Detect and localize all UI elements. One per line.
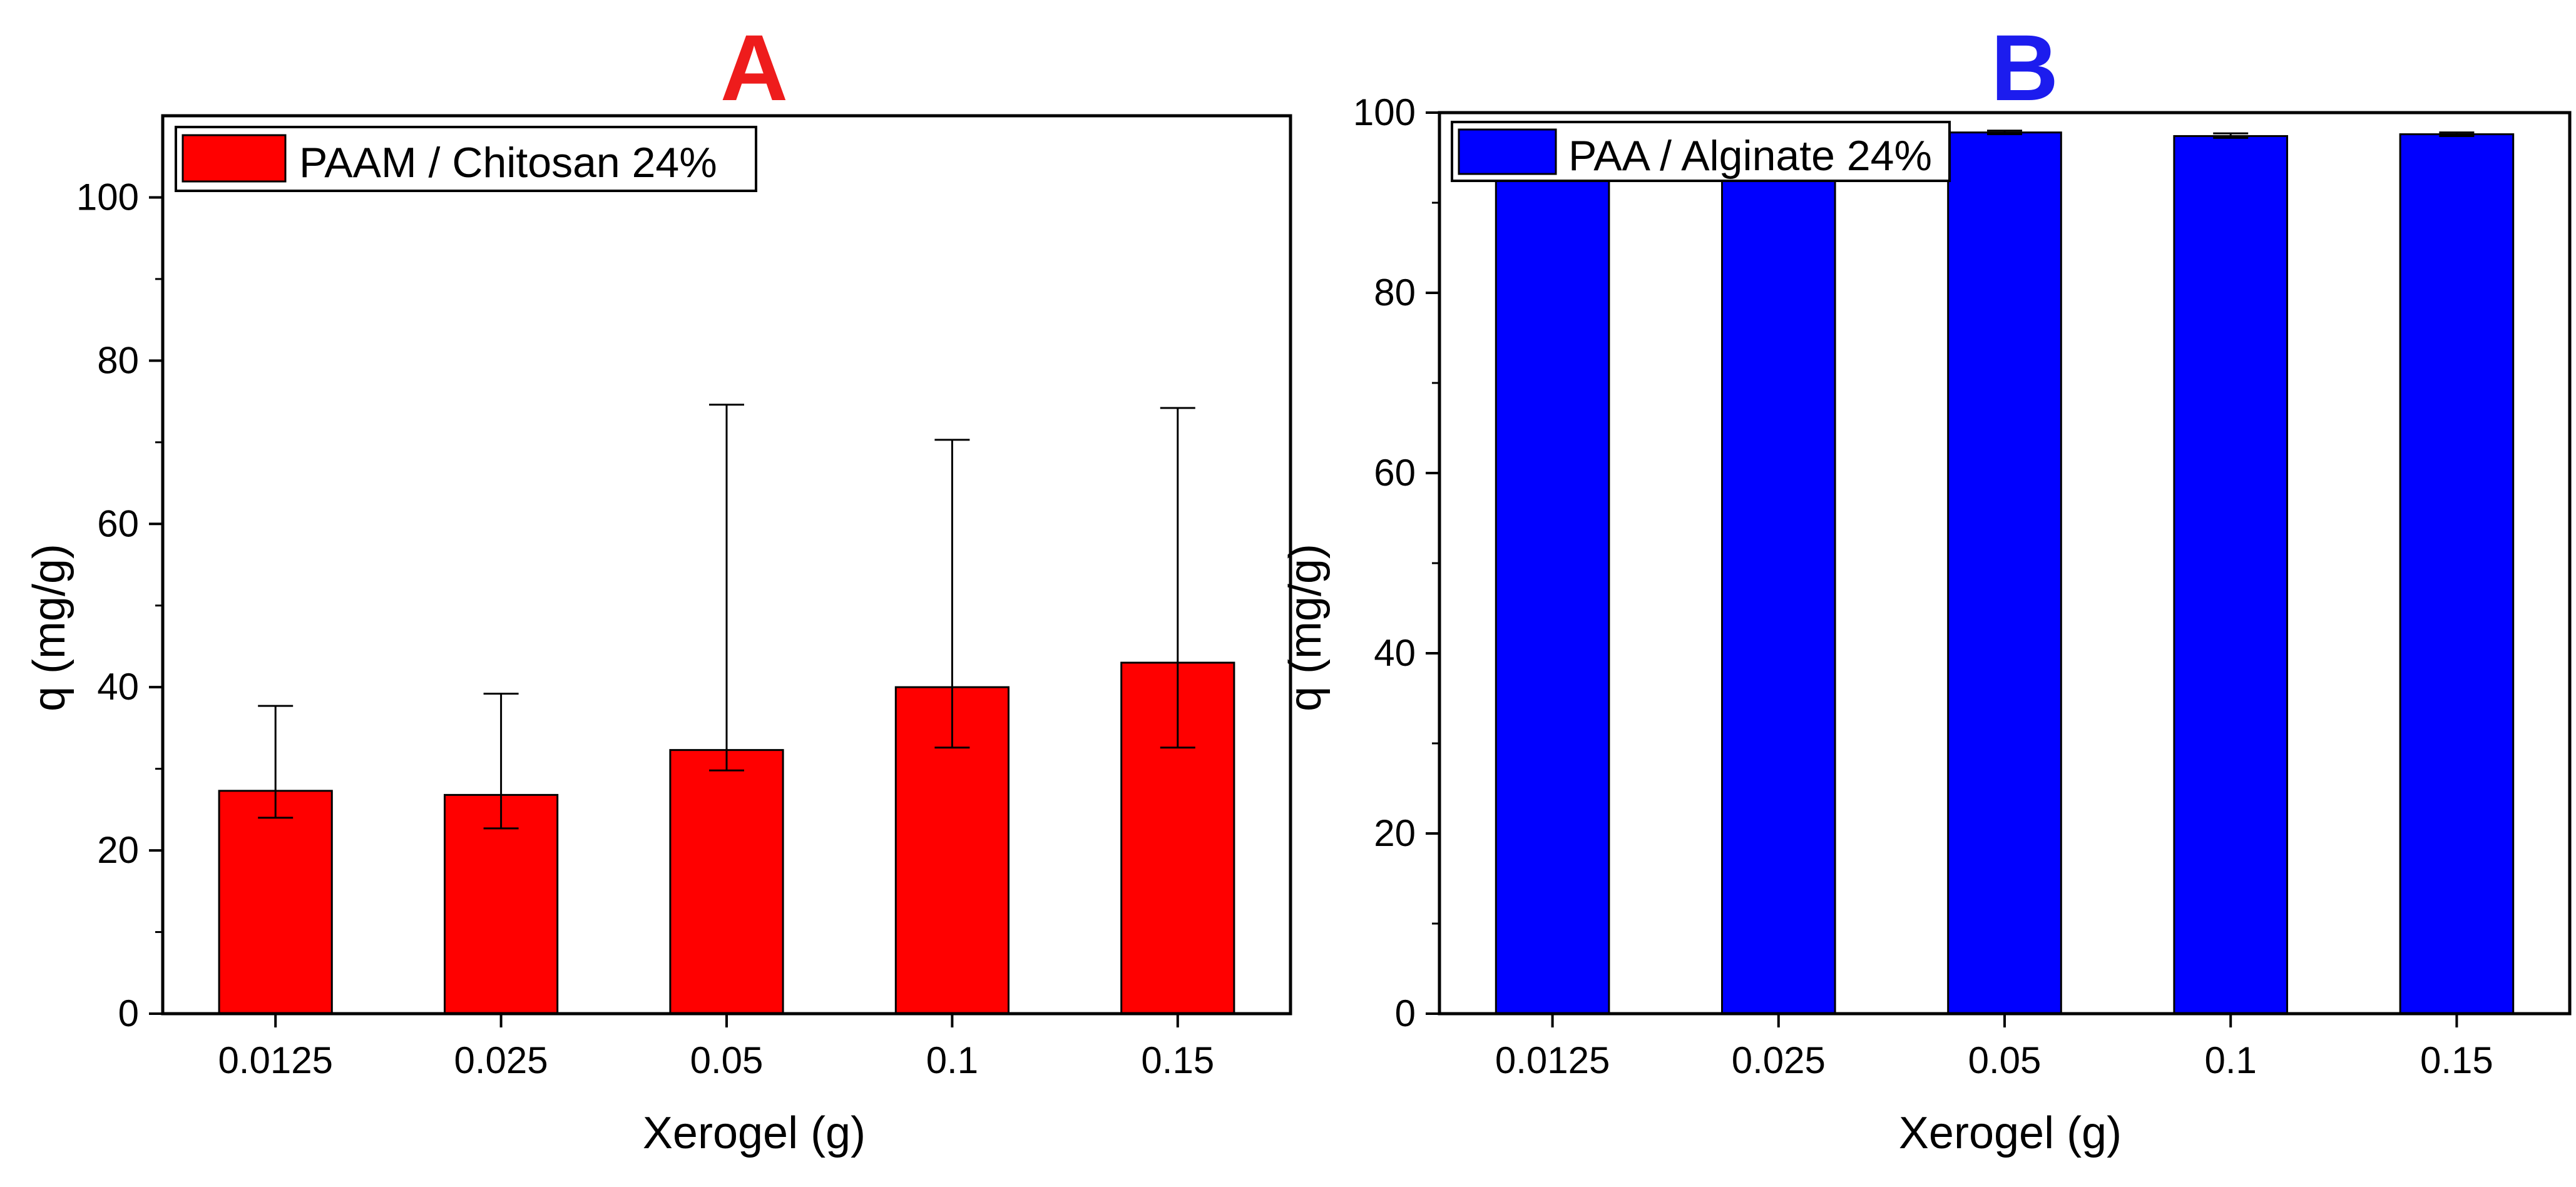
panel-b-bar xyxy=(1495,176,1610,1015)
panel-a-legend-swatch xyxy=(181,134,287,183)
panel-b-axes-frame xyxy=(1438,111,2572,1016)
panel-b-x-tick-label: 0.15 xyxy=(2420,1039,2493,1081)
panel-b-y-tick-label: 100 xyxy=(1353,91,1416,133)
panel-a-y-tick-label: 20 xyxy=(97,829,139,871)
panel-b-x-axis-label: Xerogel (g) xyxy=(1899,1108,2122,1158)
panel-a-x-tick-label: 0.1 xyxy=(926,1039,978,1081)
panel-b-y-tick-label: 40 xyxy=(1374,632,1416,674)
panel-a-legend: PAAM / Chitosan 24% xyxy=(175,126,757,192)
panel-b-y-tick-label: 80 xyxy=(1374,272,1416,313)
panel-a-x-tick-label: 0.05 xyxy=(690,1039,764,1081)
panel-b-error-bar xyxy=(2213,132,2249,139)
panel-b-legend-swatch xyxy=(1458,128,1557,175)
panel-b-error-bar xyxy=(2439,131,2475,137)
panel-b-bar xyxy=(2399,133,2515,1015)
panel-b-y-tick-label: 0 xyxy=(1395,992,1416,1034)
panel-b-x-tick-label: 0.1 xyxy=(2204,1039,2256,1081)
panel-a-y-tick-label: 60 xyxy=(97,502,139,544)
panel-b-legend-label: PAA / Alginate 24% xyxy=(1568,132,1932,180)
panel-a-x-tick-label: 0.15 xyxy=(1141,1039,1214,1081)
panel-b-x-tick-label: 0.0125 xyxy=(1495,1039,1610,1081)
panel-a-plot: 0.0125 0.025 0.05 0.1 0.15 0 20 40 60 80 100 xyxy=(76,114,1292,1081)
panel-b-legend: PAA / Alginate 24% xyxy=(1451,121,1951,182)
panel-a-bar xyxy=(444,793,559,1015)
panel-a-error-bar xyxy=(709,404,744,772)
panel-a-x-axis-label: Xerogel (g) xyxy=(643,1108,866,1158)
panel-a-y-tick-label: 100 xyxy=(76,176,139,218)
panel-a-legend-label: PAAM / Chitosan 24% xyxy=(299,139,717,186)
panel-b: B 0.0125 0.025 0.05 0.1 0.15 0 20 40 60 80 100 Xer… xyxy=(1280,15,2572,1158)
panel-b-y-tick-label: 60 xyxy=(1374,452,1416,494)
panel-a-y-tick-label: 80 xyxy=(97,339,139,381)
panel-b-y-axis-label: q (mg/g) xyxy=(1280,544,1331,711)
panel-a-x-tick-label: 0.0125 xyxy=(218,1039,333,1081)
panel-b-title: B xyxy=(1991,15,2058,120)
panel-a-bar xyxy=(218,790,333,1015)
panel-a-y-tick-label: 0 xyxy=(118,992,139,1034)
panel-b-x-tick-label: 0.05 xyxy=(1968,1039,2042,1081)
panel-a-bar xyxy=(669,749,784,1015)
panel-a-error-bar xyxy=(258,705,294,819)
panel-a: A 0.0125 0.025 0.05 0.1 0.15 0 20 40 60 80 100 Xer… xyxy=(24,15,1292,1158)
panel-b-bar xyxy=(2173,135,2288,1015)
panel-a-y-axis-label: q (mg/g) xyxy=(24,544,74,711)
panel-a-error-bar xyxy=(483,693,519,830)
panel-a-title: A xyxy=(720,15,788,120)
panel-b-error-bar xyxy=(1987,130,2022,136)
panel-a-error-bar xyxy=(1160,407,1195,749)
panel-a-y-tick-label: 40 xyxy=(97,666,139,708)
panel-b-y-tick-label: 20 xyxy=(1374,812,1416,854)
panel-b-bar xyxy=(1721,177,1836,1015)
panel-b-plot: 0.0125 0.025 0.05 0.1 0.15 0 20 40 60 80 100 xyxy=(1353,91,2572,1081)
panel-b-x-tick-label: 0.025 xyxy=(1732,1039,1826,1081)
panel-a-error-bar xyxy=(934,439,970,749)
panel-b-bar xyxy=(1947,131,2062,1015)
panel-a-axes-frame xyxy=(161,114,1292,1016)
panel-a-x-tick-label: 0.025 xyxy=(454,1039,548,1081)
